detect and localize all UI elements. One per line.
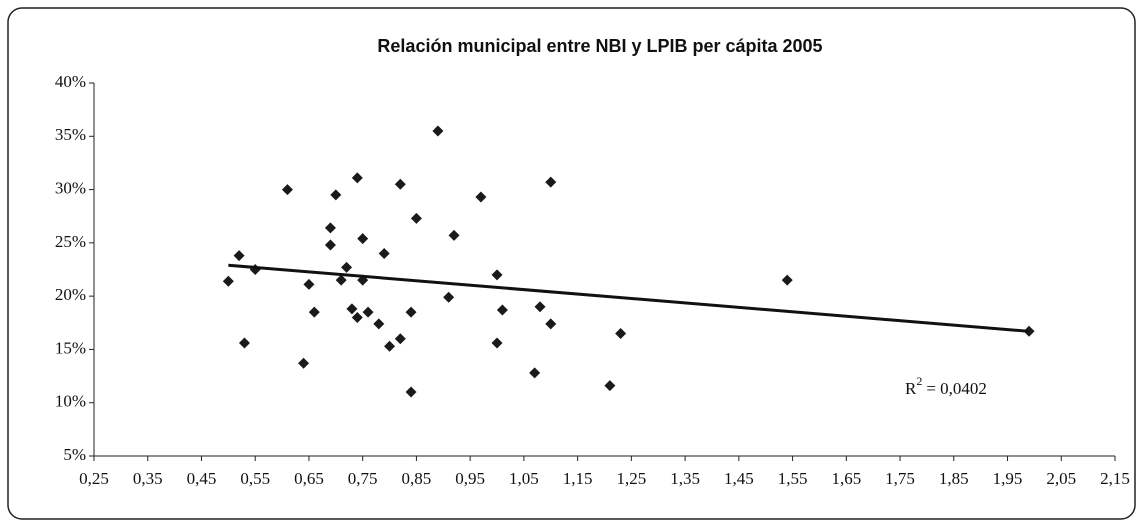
data-point (324, 239, 336, 251)
x-tick-label: 2,15 (1100, 469, 1130, 488)
x-tick-label: 0,85 (402, 469, 432, 488)
chart-title: Relación municipal entre NBI y LPIB per … (377, 36, 822, 56)
data-point (357, 233, 369, 245)
data-point (298, 357, 310, 369)
x-tick-label: 0,45 (187, 469, 217, 488)
data-point (394, 178, 406, 190)
data-point (545, 176, 557, 188)
data-point (496, 304, 508, 316)
y-tick-label: 15% (55, 338, 86, 357)
data-point (545, 318, 557, 330)
y-tick-label: 40% (55, 72, 86, 91)
data-point (281, 184, 293, 196)
data-point (335, 274, 347, 286)
x-tick-label: 1,85 (939, 469, 969, 488)
data-point (475, 191, 487, 203)
x-tick-label: 1,75 (885, 469, 915, 488)
data-point (781, 274, 793, 286)
chart-border (7, 7, 1136, 520)
data-point (222, 275, 234, 287)
data-point (448, 229, 460, 241)
data-point (432, 125, 444, 137)
data-point (238, 337, 250, 349)
data-point (384, 340, 396, 352)
data-point (378, 248, 390, 260)
data-point (330, 189, 342, 201)
y-tick-label: 10% (55, 392, 86, 411)
y-tick-label: 25% (55, 232, 86, 251)
x-tick-label: 1,45 (724, 469, 754, 488)
data-point (233, 250, 245, 262)
r-squared-annotation: R2 = 0,0402 (905, 374, 987, 398)
x-tick-label: 0,35 (133, 469, 163, 488)
data-point (362, 306, 374, 318)
x-tick-label: 0,65 (294, 469, 324, 488)
data-point (373, 318, 385, 330)
data-point (351, 311, 363, 323)
data-point (351, 172, 363, 184)
x-tick-label: 1,65 (831, 469, 861, 488)
data-point (394, 333, 406, 345)
x-tick-label: 0,25 (79, 469, 109, 488)
r-squared-base: R (905, 379, 917, 398)
data-point (341, 261, 353, 273)
data-point (303, 278, 315, 290)
data-point (604, 380, 616, 392)
x-tick-label: 1,55 (778, 469, 808, 488)
y-tick-label: 5% (63, 445, 86, 464)
y-tick-label: 20% (55, 285, 86, 304)
data-point (405, 306, 417, 318)
x-tick-label: 1,25 (616, 469, 646, 488)
x-tick-label: 2,05 (1046, 469, 1076, 488)
data-point (324, 222, 336, 234)
x-tick-label: 1,95 (993, 469, 1023, 488)
x-tick-label: 0,55 (240, 469, 270, 488)
r-squared-exponent: 2 (916, 374, 922, 388)
y-tick-label: 35% (55, 125, 86, 144)
x-tick-label: 1,15 (563, 469, 593, 488)
data-point (491, 269, 503, 281)
data-point (346, 303, 358, 315)
x-tick-label: 1,05 (509, 469, 539, 488)
data-point (308, 306, 320, 318)
data-point (405, 386, 417, 398)
data-point (615, 327, 627, 339)
r-squared-value: = 0,0402 (926, 379, 987, 398)
data-point (443, 291, 455, 303)
x-tick-label: 0,95 (455, 469, 485, 488)
trendline (228, 263, 1030, 333)
y-tick-label: 30% (55, 178, 86, 197)
data-point (529, 367, 541, 379)
x-tick-label: 0,75 (348, 469, 378, 488)
x-tick-label: 1,35 (670, 469, 700, 488)
data-point (410, 212, 422, 224)
data-point (491, 337, 503, 349)
data-point (534, 301, 546, 313)
